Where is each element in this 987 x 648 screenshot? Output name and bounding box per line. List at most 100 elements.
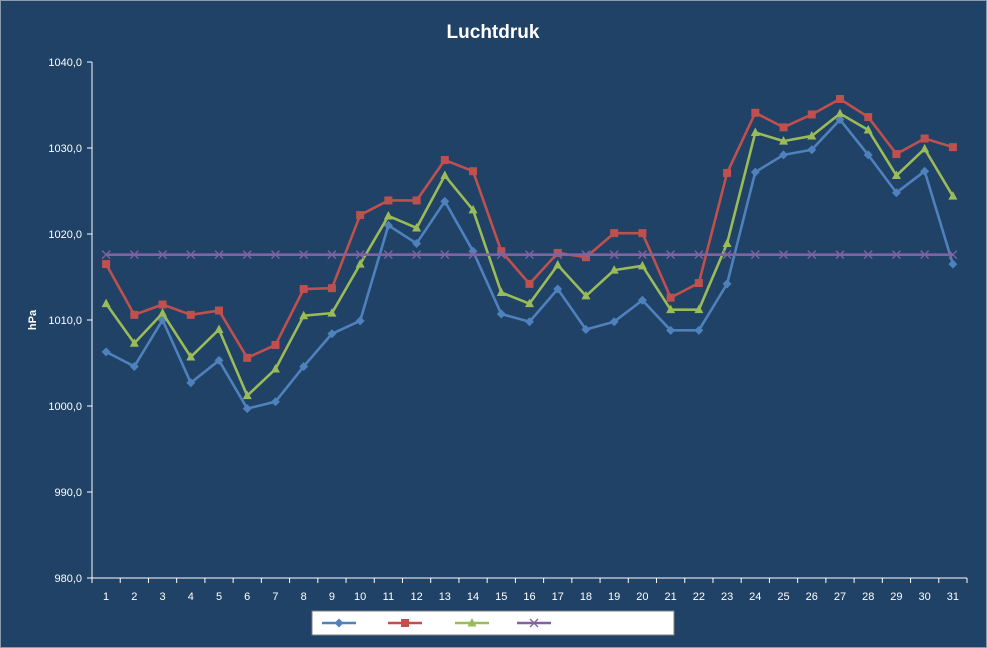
data-point-min	[270, 397, 280, 407]
x-tick-label: 16	[523, 591, 535, 603]
data-point-gem	[270, 364, 280, 373]
x-tick-label: 4	[188, 591, 194, 603]
data-point-min	[581, 324, 591, 334]
data-point-min	[891, 188, 901, 198]
data-point-gem	[299, 310, 309, 320]
data-point-min	[609, 317, 619, 327]
y-tick-label: 1010,0	[48, 315, 82, 327]
data-point-min	[129, 361, 139, 371]
data-point-max	[469, 167, 478, 176]
series-max	[102, 94, 957, 362]
x-tick-label: 3	[160, 591, 166, 603]
data-point-max	[723, 168, 732, 177]
data-point-max	[186, 310, 195, 319]
data-point-max	[356, 211, 365, 220]
legend-box	[311, 610, 675, 636]
data-point-min	[214, 355, 224, 365]
data-point-gem	[327, 308, 337, 317]
series-gem	[101, 108, 958, 400]
data-point-min	[637, 295, 647, 305]
legend-marker-gem	[467, 618, 477, 627]
x-tick-label: 11	[383, 591, 394, 603]
data-point-max	[610, 229, 619, 238]
legend-marker-max	[401, 619, 409, 627]
legend: min max gem maand gemiddelde	[311, 610, 675, 636]
x-tick-label: 28	[862, 591, 874, 603]
data-point-min	[383, 220, 393, 230]
data-point-maand-gemiddelde	[496, 250, 506, 260]
data-point-gem	[948, 191, 958, 200]
x-tick-label: 10	[354, 591, 366, 603]
data-point-min	[835, 115, 845, 125]
data-point-max	[384, 196, 393, 205]
data-point-maand-gemiddelde	[779, 250, 788, 260]
data-point-min	[779, 150, 789, 160]
data-point-gem	[440, 170, 450, 180]
x-tick-label: 12	[410, 591, 422, 603]
data-point-min	[722, 279, 732, 289]
data-point-gem	[609, 265, 619, 274]
data-point-maand-gemiddelde	[525, 250, 534, 260]
data-point-maand-gemiddelde	[468, 250, 478, 260]
data-point-gem	[863, 124, 873, 134]
data-point-max	[553, 248, 562, 257]
data-point-gem	[750, 127, 760, 137]
data-point-gem	[496, 287, 506, 296]
data-point-gem	[383, 210, 393, 220]
data-point-min	[750, 167, 760, 177]
data-point-maand-gemiddelde	[553, 250, 563, 260]
data-point-max	[920, 134, 929, 143]
x-tick-label: 7	[272, 591, 278, 603]
x-tick-label: 26	[806, 591, 818, 603]
data-point-max	[638, 229, 647, 238]
y-tick-label: 990,0	[54, 487, 82, 499]
data-point-min	[948, 259, 958, 269]
data-point-min	[101, 347, 111, 357]
data-point-gem	[355, 259, 365, 268]
data-point-max	[581, 253, 590, 262]
legend-marker-min	[334, 618, 344, 628]
data-point-min	[440, 196, 450, 206]
data-point-maand-gemiddelde	[863, 250, 873, 260]
data-point-min	[863, 150, 873, 160]
data-point-min	[553, 284, 563, 294]
data-point-min	[694, 325, 704, 335]
x-tick-label: 25	[777, 591, 789, 603]
data-point-maand-gemiddelde	[129, 250, 139, 260]
data-point-maand-gemiddelde	[327, 250, 337, 260]
data-point-min	[412, 238, 422, 248]
data-point-gem	[186, 351, 196, 361]
x-tick-label: 2	[131, 591, 137, 603]
legend-item-gem: gem	[455, 616, 516, 630]
data-point-maand-gemiddelde	[101, 250, 111, 260]
data-point-maand-gemiddelde	[242, 250, 252, 260]
data-point-gem	[412, 222, 422, 232]
data-point-maand-gemiddelde	[214, 250, 224, 260]
data-point-gem	[581, 290, 591, 300]
y-axis-title: hPa	[27, 309, 39, 330]
data-point-max	[158, 300, 167, 309]
data-point-maand-gemiddelde	[666, 250, 676, 260]
x-tick-label: 31	[947, 591, 959, 603]
data-point-max	[299, 285, 308, 294]
data-point-min	[525, 317, 534, 327]
x-tick-label: 23	[721, 591, 733, 603]
x-tick-label: 18	[580, 591, 592, 603]
data-point-gem	[129, 338, 139, 347]
x-tick-label: 5	[216, 591, 222, 603]
data-point-maand-gemiddelde	[355, 250, 365, 260]
data-point-maand-gemiddelde	[271, 250, 280, 260]
x-tick-label: 15	[495, 591, 507, 603]
data-point-gem	[694, 304, 704, 314]
x-tick-label: 17	[552, 591, 564, 603]
x-tick-label: 27	[834, 591, 846, 603]
data-point-gem	[920, 143, 930, 153]
data-point-gem	[722, 238, 732, 247]
series-maand-gemiddelde	[101, 250, 958, 260]
data-point-max	[948, 143, 957, 152]
data-point-max	[864, 113, 873, 122]
data-point-max	[525, 279, 534, 288]
data-point-min	[242, 404, 252, 414]
x-tick-label: 6	[244, 591, 250, 603]
data-point-gem	[242, 390, 252, 400]
